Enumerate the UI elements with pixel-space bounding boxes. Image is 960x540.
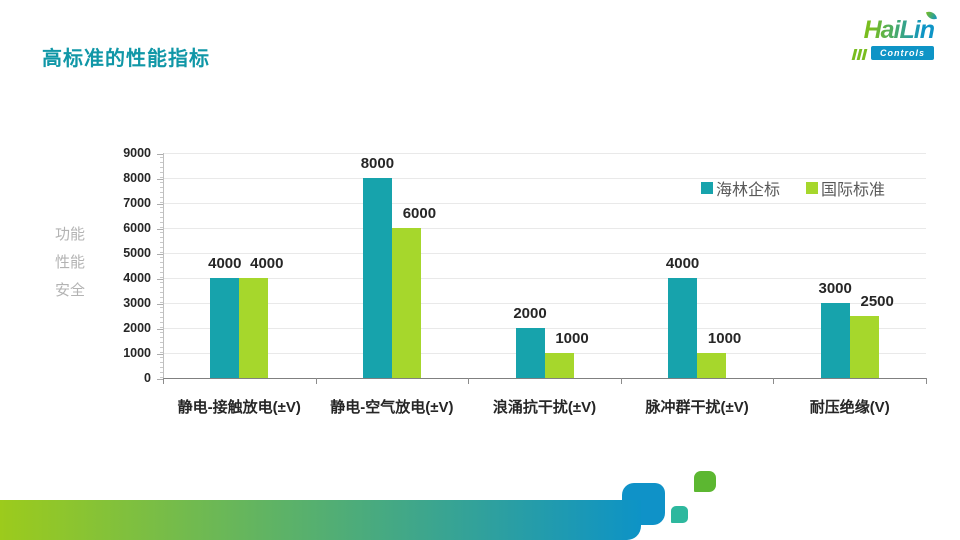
- y-tick-label: 9000: [123, 146, 151, 160]
- y-tick-label: 8000: [123, 171, 151, 185]
- bar-value-label: 8000: [360, 155, 395, 172]
- gridline: [164, 302, 926, 304]
- bar-value-label: 3000: [818, 280, 852, 297]
- x-axis-line: [163, 378, 926, 379]
- gridline: [164, 227, 926, 229]
- bar-国际标准-3: [544, 353, 574, 378]
- gridline: [164, 252, 926, 254]
- logo-bar-icon: [861, 49, 868, 60]
- gridline: [164, 152, 926, 154]
- chart-legend: 海林企标 国际标准: [701, 176, 885, 200]
- x-axis-tick: [163, 378, 164, 384]
- y-tick-label: 3000: [123, 296, 151, 310]
- x-axis-tick: [926, 378, 927, 384]
- y-tick-label: 4000: [123, 271, 151, 285]
- y-tick-label: 1000: [123, 346, 151, 360]
- decoration-gradient-bar: [0, 500, 641, 540]
- gridline: [164, 177, 926, 179]
- bar-value-label: 4000: [250, 255, 284, 272]
- legend-swatch-icon: [701, 182, 713, 194]
- bar-value-label: 6000: [402, 205, 437, 222]
- y-axis-major-ticks: [157, 153, 163, 381]
- gridline: [164, 277, 926, 279]
- gridline: [164, 202, 926, 204]
- y-tick-label: 6000: [123, 221, 151, 235]
- logo-subline: Controls: [834, 46, 934, 60]
- logo-controls-label: Controls: [871, 46, 934, 60]
- y-tick-label: 5000: [123, 246, 151, 260]
- logo-wordmark: HaiLin: [863, 9, 938, 44]
- legend-swatch-icon: [806, 182, 819, 194]
- bar-chart-plot-area: 0 1000 2000 3000 4000 5000 6000 7000 8000 9000 400…: [123, 146, 927, 416]
- bar-国际标准-1: [239, 278, 269, 378]
- bar-海林企标-1: [210, 278, 240, 378]
- x-axis-tick: [468, 378, 470, 384]
- bar-value-label: 1000: [555, 330, 589, 347]
- category-label: 浪涌抗干扰(±V): [492, 399, 597, 416]
- bar-value-label: 2000: [513, 305, 547, 322]
- y-axis-line: [163, 153, 164, 378]
- decoration-square-green: [694, 471, 716, 492]
- y-tick-label: 2000: [123, 321, 151, 335]
- bar-国际标准-5: [849, 315, 879, 378]
- bar-国际标准-4: [697, 353, 727, 378]
- legend-label: 国际标准: [821, 182, 886, 199]
- bar-value-label: 4000: [208, 255, 242, 272]
- bar-国际标准-2: [391, 228, 421, 378]
- logo-text: HaiLin: [863, 16, 934, 44]
- bar-value-label: 4000: [665, 255, 700, 272]
- legend-label: 海林企标: [716, 182, 781, 199]
- gridline: [164, 327, 926, 329]
- y-axis-title-line: 安全: [55, 282, 86, 299]
- y-axis-title-line: 功能: [55, 226, 86, 243]
- bar-海林企标-2: [362, 178, 392, 378]
- bar-value-label: 2500: [860, 292, 894, 310]
- x-axis-tick: [773, 378, 775, 384]
- y-axis-title: 功能 性能 安全: [55, 221, 85, 305]
- category-label: 静电-接触放电(±V): [177, 399, 301, 416]
- bar-海林企标-3: [515, 328, 545, 378]
- page-title: 高标准的性能指标: [42, 48, 210, 70]
- legend-item-国际标准: 国际标准: [806, 176, 885, 200]
- decoration-square-teal: [671, 506, 688, 523]
- category-label: 耐压绝缘(V): [809, 399, 890, 416]
- bar-海林企标-4: [668, 278, 698, 378]
- category-label: 脉冲群干扰(±V): [645, 399, 749, 416]
- x-axis-tick: [620, 378, 622, 384]
- bar-value-label: 1000: [707, 330, 742, 347]
- hailin-logo: HaiLin Controls: [834, 9, 938, 60]
- y-axis-title-line: 性能: [55, 254, 86, 271]
- category-label: 静电-空气放电(±V): [330, 399, 454, 416]
- y-tick-label: 7000: [123, 196, 151, 210]
- legend-item-海林企标: 海林企标: [701, 176, 780, 200]
- x-axis-tick: [315, 378, 317, 384]
- y-tick-label: 0: [144, 371, 151, 385]
- bar-海林企标-5: [820, 303, 850, 378]
